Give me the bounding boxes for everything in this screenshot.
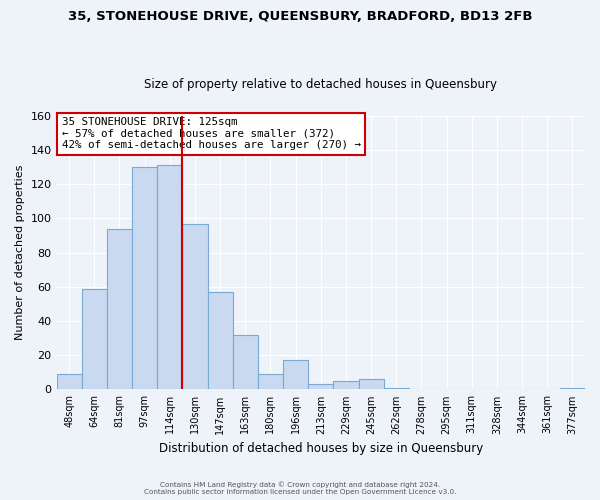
Title: Size of property relative to detached houses in Queensbury: Size of property relative to detached ho… (144, 78, 497, 91)
Bar (107, 228, 132, 390)
Bar (82, 288, 107, 390)
Bar (157, 166, 182, 390)
Bar (359, 379, 383, 390)
Bar (308, 384, 334, 390)
Bar (132, 167, 157, 390)
Bar (258, 374, 283, 390)
Text: 35, STONEHOUSE DRIVE, QUEENSBURY, BRADFORD, BD13 2FB: 35, STONEHOUSE DRIVE, QUEENSBURY, BRADFO… (68, 10, 532, 23)
Bar (383, 388, 409, 390)
Bar (233, 334, 258, 390)
Bar (560, 388, 585, 390)
Bar (334, 381, 359, 390)
Bar (283, 360, 308, 390)
Text: 35 STONEHOUSE DRIVE: 125sqm
← 57% of detached houses are smaller (372)
42% of se: 35 STONEHOUSE DRIVE: 125sqm ← 57% of det… (62, 117, 361, 150)
Bar (182, 224, 208, 390)
Text: Contains HM Land Registry data © Crown copyright and database right 2024.
Contai: Contains HM Land Registry data © Crown c… (144, 482, 456, 495)
X-axis label: Distribution of detached houses by size in Queensbury: Distribution of detached houses by size … (158, 442, 483, 455)
Bar (56, 374, 82, 390)
Y-axis label: Number of detached properties: Number of detached properties (15, 165, 25, 340)
Bar (208, 292, 233, 390)
